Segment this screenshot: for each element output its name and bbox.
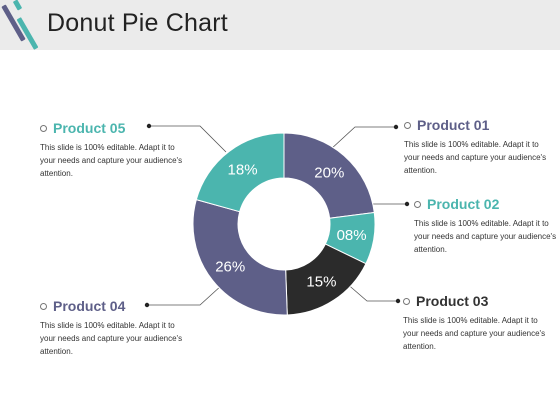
product-04-desc: This slide is 100% editable. Adapt it to… — [40, 321, 183, 356]
slice-label: 26% — [215, 258, 245, 275]
connector-dot — [144, 302, 150, 308]
slice-product-04 — [192, 199, 288, 316]
product-02-desc: This slide is 100% editable. Adapt it to… — [414, 219, 557, 254]
slice-product-05 — [195, 132, 285, 213]
product-01-desc: This slide is 100% editable. Adapt it to… — [404, 140, 547, 175]
product-03-desc: This slide is 100% editable. Adapt it to… — [403, 316, 546, 351]
bullet-icon — [40, 124, 47, 132]
slice-label: 20% — [314, 165, 344, 182]
page-title: Donut Pie Chart — [47, 9, 228, 37]
product-02-name: Product 02 — [427, 196, 500, 212]
product-04-block: Product 04 This slide is 100% editable. … — [40, 298, 190, 358]
header-bar — [0, 0, 560, 50]
slice-label: 18% — [228, 161, 258, 178]
product-03-name: Product 03 — [416, 293, 489, 309]
product-03-block: Product 03 This slide is 100% editable. … — [403, 293, 553, 353]
connector-dot — [146, 123, 152, 129]
connector-dot — [393, 124, 399, 130]
connector-line — [149, 125, 227, 153]
product-05-block: Product 05 This slide is 100% editable. … — [40, 120, 190, 180]
slice-label: 08% — [337, 227, 367, 244]
bullet-icon — [403, 297, 410, 305]
product-01-block: Product 01 This slide is 100% editable. … — [404, 117, 554, 177]
bullet-icon — [40, 302, 47, 310]
connector-line — [329, 126, 396, 151]
product-04-name: Product 04 — [53, 298, 126, 314]
product-05-desc: This slide is 100% editable. Adapt it to… — [40, 143, 183, 178]
slice-product-01 — [283, 132, 375, 219]
bullet-icon — [414, 200, 421, 208]
product-02-block: Product 02 This slide is 100% editable. … — [414, 196, 560, 256]
product-01-name: Product 01 — [417, 117, 490, 133]
bullet-icon — [404, 121, 411, 129]
connector-line — [147, 284, 223, 306]
connector-dot — [404, 201, 410, 207]
slice-label: 15% — [306, 273, 336, 290]
product-05-name: Product 05 — [53, 120, 126, 136]
connector-line — [344, 281, 398, 302]
connector-dot — [395, 298, 401, 304]
